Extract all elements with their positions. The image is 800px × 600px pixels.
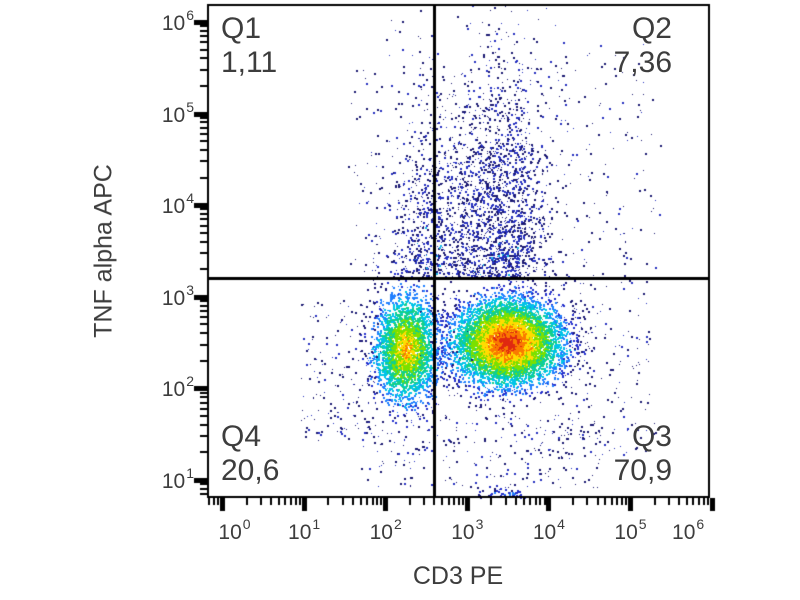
quadrant-name: Q1	[221, 12, 262, 45]
y-tick-label: 101	[161, 465, 194, 494]
quadrant-percentage: 70,9	[613, 454, 672, 487]
quadrant-percentage: 20,6	[221, 454, 280, 487]
x-tick-label: 104	[532, 516, 565, 544]
quadrant-percentage: 7,36	[613, 46, 672, 79]
y-axis-title: TNF alpha APC	[89, 164, 118, 338]
quadrant-label-q3: Q3 70,9	[614, 420, 672, 488]
x-tick-label: 101	[288, 516, 321, 544]
quadrant-label-q2: Q2 7,36	[614, 12, 672, 80]
quadrant-name: Q3	[631, 420, 672, 453]
y-tick-label: 105	[161, 98, 194, 127]
quadrant-name: Q4	[221, 420, 262, 453]
x-tick-label: 103	[451, 516, 484, 544]
x-tick-label: 102	[369, 516, 402, 544]
quadrant-percentage: 1,11	[221, 46, 278, 79]
quadrant-name: Q2	[631, 12, 672, 45]
x-tick-label: 105	[614, 516, 647, 544]
x-axis-title: CD3 PE	[412, 562, 504, 590]
y-tick-label: 102	[161, 373, 194, 402]
quadrant-label-q4: Q4 20,6	[221, 420, 279, 488]
y-tick-label: 106	[161, 7, 194, 36]
x-tick-label: 100	[218, 516, 251, 544]
x-tick-label: 106	[672, 516, 705, 544]
quadrant-label-q1: Q1 1,11	[221, 12, 277, 80]
y-tick-label: 103	[161, 281, 194, 310]
y-tick-label: 104	[161, 190, 194, 219]
